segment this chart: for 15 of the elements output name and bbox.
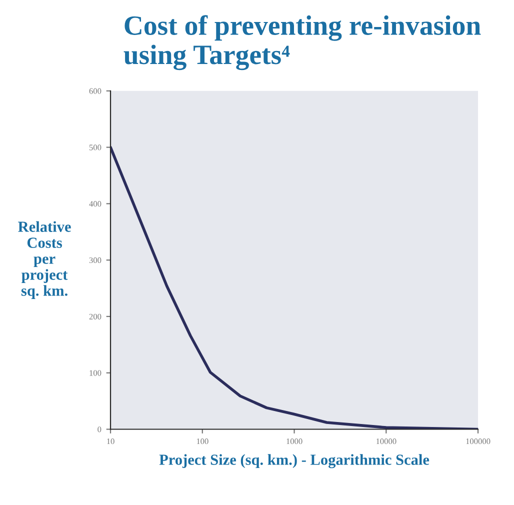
x-axis-title: Project Size (sq. km.) - Logarithmic Scale: [159, 454, 430, 468]
y-tick-label: 300: [89, 257, 102, 264]
y-tick-label: 500: [89, 144, 102, 150]
y-tick-label: 100: [90, 370, 102, 376]
x-tick-label: 1000: [286, 438, 302, 444]
chart-title: Cost of preventing re-invasion using Targets⁴: [124, 15, 481, 70]
y-tick-label: 0: [98, 426, 102, 432]
y-tick-label: 400: [89, 201, 102, 207]
y-axis-title: Relative Costs per project sq. km.: [18, 221, 71, 299]
y-tick-label: 600: [89, 88, 102, 94]
x-tick-label: 100: [196, 438, 208, 444]
x-tick-label: 100000: [466, 438, 490, 444]
y-tick-label: 200: [89, 314, 102, 320]
x-tick-label: 10: [107, 438, 114, 444]
x-tick-label: 10000: [376, 438, 396, 444]
